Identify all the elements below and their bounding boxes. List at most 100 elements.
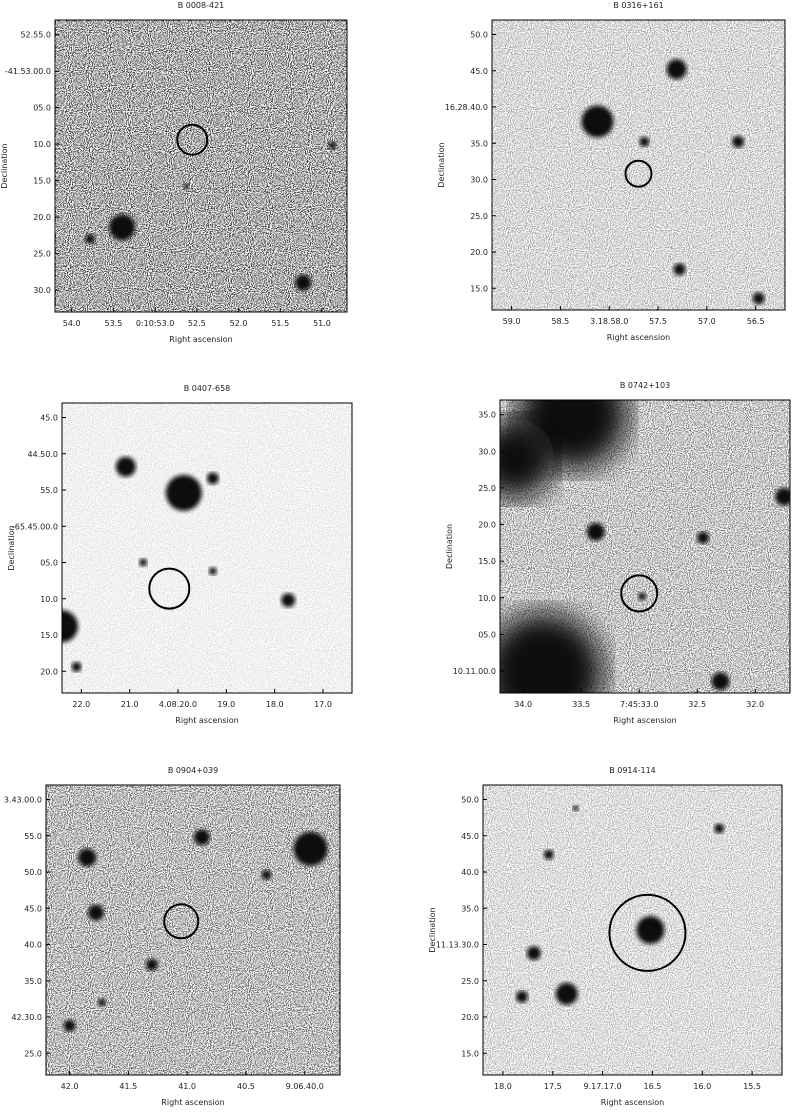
y-tick-label: 30.0 [470, 176, 488, 185]
x-axis-label: Right ascension [613, 716, 676, 725]
source [636, 916, 664, 944]
source [78, 849, 96, 867]
image-panel: B 0904+0393.43.00.055.050.045.040.035.04… [0, 766, 340, 1107]
x-tick-label: 58.5 [551, 317, 569, 326]
x-tick-label: 21.0 [121, 700, 139, 709]
source [714, 824, 724, 834]
source [638, 592, 646, 600]
y-tick-label: -41.53.00.0 [5, 67, 51, 76]
x-tick-label: 51.0 [313, 319, 331, 328]
x-tick-label: 57.5 [649, 317, 667, 326]
source [139, 559, 147, 567]
y-tick-label: 35.0 [478, 411, 496, 420]
x-tick-label: 32.5 [688, 700, 706, 709]
x-tick-label: 16.5 [644, 1082, 662, 1091]
y-tick-label: 10.11.00.0 [453, 667, 496, 676]
y-axis-label: Declination [445, 524, 454, 569]
y-tick-label: 20.0 [478, 521, 496, 530]
x-tick-label: 54.0 [63, 319, 81, 328]
source [281, 593, 295, 607]
panel-title: B 0904+039 [168, 766, 218, 775]
y-tick-label: 20.0 [470, 248, 488, 257]
y-tick-label: 44.50.0 [27, 450, 58, 459]
source [72, 662, 82, 672]
y-tick-label: 20.0 [461, 1013, 479, 1022]
y-axis-label: Declination [0, 143, 9, 188]
source [587, 523, 605, 541]
y-tick-label: 11.13.30.0 [436, 941, 479, 950]
source [209, 567, 217, 575]
sky-image [46, 403, 352, 693]
x-tick-label: 56.5 [747, 317, 765, 326]
x-tick-label: 7:45:33.0 [620, 700, 658, 709]
x-tick-label: 42.0 [61, 1082, 79, 1091]
x-tick-label: 53.5 [104, 319, 122, 328]
image-panel: B 0008-42152.55.0-41.53.00.005.010.015.0… [0, 1, 347, 344]
y-tick-label: 15.0 [33, 177, 51, 186]
source [183, 183, 189, 189]
y-tick-label: 10.0 [33, 140, 51, 149]
y-tick-label: 50.0 [24, 868, 42, 877]
x-tick-label: 17.0 [314, 700, 332, 709]
x-axis-label: Right ascension [607, 333, 670, 342]
source [527, 946, 541, 960]
panel-title: B 0742+103 [620, 381, 670, 390]
x-tick-label: 15.5 [743, 1082, 761, 1091]
source [98, 999, 106, 1007]
x-tick-label: 3.18.58.0 [590, 317, 628, 326]
y-tick-label: 10.0 [478, 594, 496, 603]
source [544, 850, 554, 860]
x-tick-label: 9.17.17.0 [584, 1082, 622, 1091]
source [294, 832, 328, 866]
y-tick-label: 55.0 [40, 486, 58, 495]
panel-title: B 0407-658 [184, 384, 231, 393]
x-tick-label: 41.5 [119, 1082, 137, 1091]
y-tick-label: 05.0 [33, 104, 51, 113]
x-tick-label: 33.5 [572, 700, 590, 709]
source [667, 59, 687, 79]
sky-noise [483, 785, 782, 1075]
x-tick-label: 0:10:53.0 [136, 319, 174, 328]
sky-noise [62, 403, 352, 693]
source [109, 214, 135, 240]
y-tick-label: 40.0 [461, 868, 479, 877]
source [295, 275, 311, 291]
source [166, 475, 202, 511]
x-axis-label: Right ascension [161, 1098, 224, 1107]
y-axis-label: Declination [437, 142, 446, 187]
image-panel: B 0742+10335.030.025.020.015.010.005.010… [445, 360, 793, 733]
source [516, 991, 528, 1003]
source [753, 292, 765, 304]
y-tick-label: 52.55.0 [20, 31, 51, 40]
y-tick-label: 05.0 [40, 559, 58, 568]
y-tick-label: 40.0 [24, 941, 42, 950]
x-tick-label: 57.0 [698, 317, 716, 326]
y-tick-label: 10.0 [40, 595, 58, 604]
source [573, 805, 579, 811]
y-tick-label: 15.0 [470, 284, 488, 293]
x-tick-label: 4.08.20.0 [159, 700, 197, 709]
x-tick-label: 52.5 [188, 319, 206, 328]
y-tick-label: 3.43.00.0 [4, 796, 42, 805]
y-tick-label: 55.0 [24, 832, 42, 841]
y-tick-label: 50.0 [470, 31, 488, 40]
panel-title: B 0914-114 [609, 766, 656, 775]
x-tick-label: 16.0 [693, 1082, 711, 1091]
y-tick-label: 25.0 [470, 212, 488, 221]
source [85, 234, 95, 244]
source [64, 1020, 76, 1032]
source [581, 106, 613, 138]
x-tick-label: 59.0 [503, 317, 521, 326]
sky-image [492, 20, 785, 310]
source [88, 905, 104, 921]
x-tick-label: 40.5 [237, 1082, 255, 1091]
y-tick-label: 15.0 [478, 557, 496, 566]
y-tick-label: 20.0 [40, 667, 58, 676]
x-tick-label: 22.0 [72, 700, 90, 709]
x-tick-label: 9.06.40.0 [286, 1082, 324, 1091]
y-tick-label: 25.0 [461, 977, 479, 986]
y-tick-label: 15.0 [461, 1049, 479, 1058]
y-tick-label: 50.0 [461, 796, 479, 805]
source [674, 263, 686, 275]
